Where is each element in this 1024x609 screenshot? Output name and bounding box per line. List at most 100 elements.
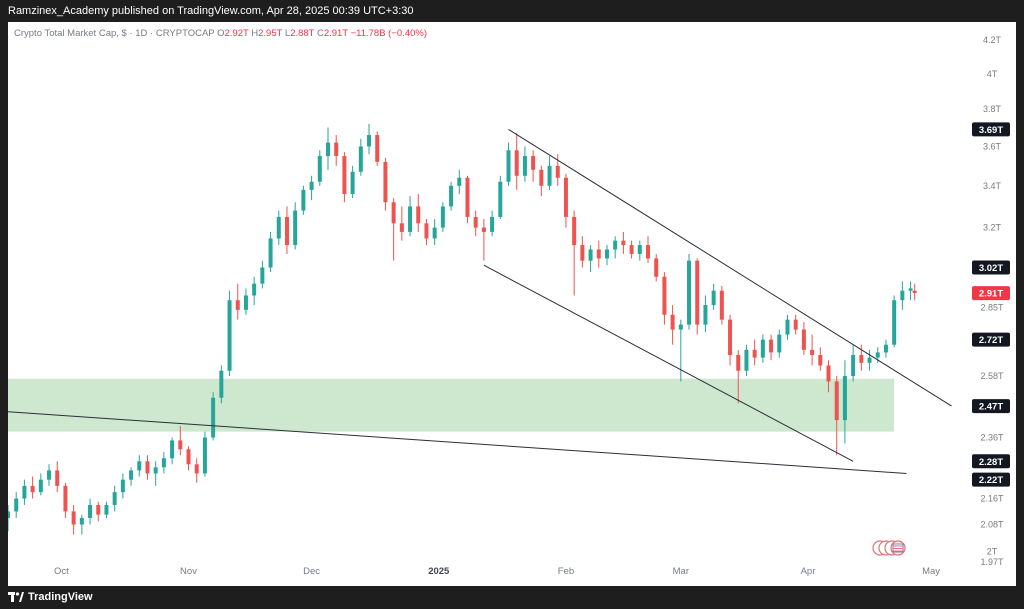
candle-body xyxy=(449,185,454,207)
y-tick-label: 1.97T xyxy=(980,557,1004,567)
publisher-bar: Ramzinex_Academy published on TradingVie… xyxy=(0,0,1024,22)
candle-body xyxy=(654,258,659,277)
frame-left xyxy=(0,22,8,586)
candle-body xyxy=(719,290,724,320)
candle-body xyxy=(539,169,544,186)
y-tick-label: 3.8T xyxy=(983,104,1002,114)
candle-body xyxy=(613,240,618,250)
trend-line-3 xyxy=(483,264,854,462)
candle-body xyxy=(506,150,511,182)
candle-body xyxy=(79,517,84,525)
candle-body xyxy=(834,381,839,421)
candle-body xyxy=(596,249,601,259)
price-chart[interactable]: 4.2T 4T 3.8T 3.6T 3.4T 3.2T 2.85T 2.58T 2.36T 2.1… xyxy=(8,22,1016,586)
y-tick-label: 2.58T xyxy=(980,371,1004,381)
price-level-tag xyxy=(972,399,1010,414)
price-level-tag xyxy=(972,454,1010,469)
candle-body xyxy=(8,511,10,518)
x-tick-label: Mar xyxy=(673,566,689,577)
y-tick-label: 3.6T xyxy=(983,141,1002,151)
candle-body xyxy=(170,440,175,459)
candle-body xyxy=(531,156,536,170)
candle-body xyxy=(440,206,445,228)
candle-body xyxy=(416,206,421,224)
candle-body xyxy=(309,181,314,190)
candle-body xyxy=(14,498,19,512)
x-tick-label: Apr xyxy=(801,566,816,577)
price-level-tag xyxy=(972,260,1010,275)
close-value: 2.91T xyxy=(323,28,348,39)
candle-body xyxy=(161,458,166,468)
candle-body xyxy=(818,355,823,366)
candle-body xyxy=(670,314,675,330)
candle-body xyxy=(604,249,609,259)
close-label: C xyxy=(316,28,324,39)
candle-body xyxy=(547,165,552,186)
candle-body xyxy=(219,370,224,398)
x-tick-label: 2025 xyxy=(428,566,450,577)
trend-line-1 xyxy=(8,411,907,474)
candle-body xyxy=(801,329,806,350)
candle-body xyxy=(514,150,519,176)
candle-body xyxy=(202,437,207,474)
candle-body xyxy=(71,511,76,525)
candle-body xyxy=(777,334,782,353)
candle-body xyxy=(367,135,372,147)
candle-body xyxy=(563,177,568,217)
candle-body xyxy=(235,300,240,310)
candle-body xyxy=(867,357,872,363)
trend-line-2 xyxy=(508,128,952,407)
low-value: 2.88T xyxy=(290,28,315,39)
candle-body xyxy=(498,181,503,217)
y-tick-label: 2.16T xyxy=(980,494,1004,504)
publisher-line: Ramzinex_Academy published on TradingVie… xyxy=(8,5,414,17)
open-label: O xyxy=(217,28,225,39)
candle-body xyxy=(646,245,650,259)
price-tag-label: 2.28T xyxy=(979,457,1003,468)
chart-legend: Crypto Total Market Cap, $ · 1D · CRYPTO… xyxy=(14,28,427,39)
candle-body xyxy=(63,485,68,512)
candle-body xyxy=(580,245,585,261)
candle-body xyxy=(555,165,560,178)
y-tick-label: 2T xyxy=(987,547,998,557)
candle-body xyxy=(621,240,626,246)
candle-body xyxy=(358,146,363,172)
flag-badge-icon[interactable] xyxy=(872,540,908,556)
price-tag-label: 2.22T xyxy=(979,475,1003,486)
candle-body xyxy=(522,156,527,176)
candle-body xyxy=(785,319,790,335)
candle-body xyxy=(703,305,708,325)
candle-body xyxy=(769,339,774,353)
candle-body xyxy=(432,227,437,239)
candle-body xyxy=(842,376,847,421)
candle-body xyxy=(55,470,60,486)
candle-body xyxy=(826,365,831,382)
candle-body xyxy=(284,216,289,246)
candle-body xyxy=(908,288,913,291)
candle-body xyxy=(301,189,306,211)
candle-body xyxy=(137,461,142,471)
candle-body xyxy=(30,485,35,493)
candle-body xyxy=(744,349,749,371)
y-tick-label: 4.2T xyxy=(983,35,1002,45)
price-level-tag xyxy=(972,332,1010,347)
candle-body xyxy=(276,216,281,239)
candle-body xyxy=(892,300,897,345)
candle-body xyxy=(588,249,593,261)
candle-body xyxy=(912,290,917,294)
symbol-label: Crypto Total Market Cap, $ · 1D · CRYPTO… xyxy=(14,28,215,39)
x-tick-label: Nov xyxy=(180,566,197,577)
candle-body xyxy=(96,504,101,515)
y-tick-label: 3.2T xyxy=(983,223,1002,233)
candle-body xyxy=(260,267,265,284)
low-label: L xyxy=(284,28,291,39)
candle-body xyxy=(711,290,716,306)
candle-body xyxy=(408,206,413,232)
candle-body xyxy=(859,355,864,363)
candle-body xyxy=(22,485,27,499)
candle-body xyxy=(736,355,741,371)
candle-body xyxy=(752,349,757,358)
candle-body xyxy=(637,245,642,254)
change-value: −11.78B (−0.40%) xyxy=(350,28,427,39)
candle-body xyxy=(391,202,396,224)
